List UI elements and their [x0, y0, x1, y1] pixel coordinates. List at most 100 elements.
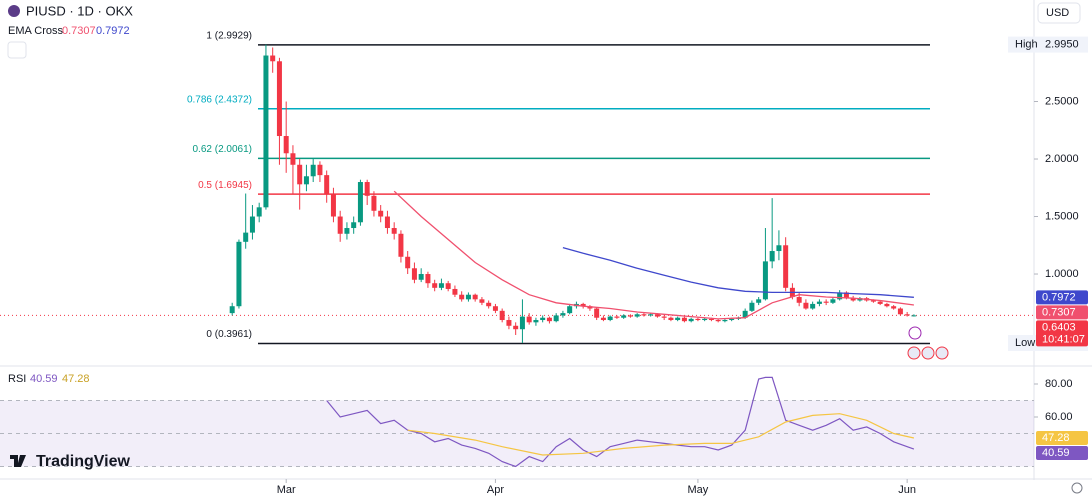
candle-body — [729, 318, 735, 321]
candle-body — [337, 216, 343, 234]
ema-badge: 0.7307 — [1042, 306, 1076, 318]
candle-body — [513, 325, 519, 330]
candle-body — [668, 317, 674, 321]
candle-body — [634, 314, 640, 317]
candle-body — [560, 313, 566, 316]
ema-badge: 0.7972 — [1042, 291, 1076, 303]
ema-legend-name: EMA Cross — [8, 25, 64, 37]
fib-label: 0.5 (1.6945) — [198, 180, 252, 191]
candle-body — [816, 301, 822, 304]
ema-legend-value: 0.7972 — [96, 25, 130, 37]
rsi-tick-label: 80.00 — [1045, 378, 1073, 390]
event-icon[interactable] — [935, 346, 949, 360]
candle-body — [756, 299, 762, 303]
x-tick-label: Mar — [277, 484, 296, 496]
x-tick-label: Jun — [898, 484, 916, 496]
candle-body — [843, 292, 849, 299]
candle-body — [378, 210, 384, 217]
candle-body — [708, 318, 714, 321]
x-tick-label: Apr — [487, 484, 504, 496]
candle-body — [391, 228, 397, 234]
candle-body — [276, 61, 282, 137]
rsi-badge: 47.28 — [1042, 432, 1070, 444]
candle-body — [823, 301, 829, 303]
candle-body — [519, 316, 525, 330]
candle-body — [749, 302, 755, 311]
candle-body — [594, 308, 600, 318]
candle-body — [776, 245, 782, 252]
candle-body — [249, 216, 255, 233]
candle-body — [904, 314, 910, 316]
candle-body — [256, 207, 262, 217]
ema-badge-bg — [1036, 305, 1088, 320]
candle-body — [783, 245, 789, 288]
candle-body — [803, 302, 809, 309]
fib-label: 1 (2.9929) — [206, 30, 252, 41]
candle-body — [243, 232, 249, 242]
candle-body — [648, 314, 654, 316]
y-tick-label: 1.5000 — [1045, 210, 1079, 222]
rsi-line — [326, 376, 915, 468]
candle-body — [526, 316, 532, 323]
candle-body — [317, 164, 323, 176]
candle-body — [310, 164, 316, 177]
candle-body — [911, 315, 917, 317]
candle-body — [492, 306, 498, 311]
collapse-button[interactable] — [7, 41, 27, 59]
candle-body — [715, 320, 721, 322]
candle-body — [641, 314, 647, 316]
candle-body — [283, 136, 289, 154]
candle-body — [438, 283, 444, 288]
fib-label: 0 (0.3961) — [206, 329, 252, 340]
candle-body — [580, 303, 586, 307]
plot-layer: 1 (2.9929) 0.786 (2.4372) 0.62 (2.0061) 0.5… — [0, 30, 1034, 468]
candle-body — [702, 318, 708, 321]
candle-body — [837, 292, 843, 300]
candle-body — [303, 176, 309, 185]
rsi-legend-value: 47.28 — [62, 373, 90, 385]
candle-body — [297, 164, 303, 185]
candle-body — [540, 317, 546, 321]
y-tick-label: 2.0000 — [1045, 153, 1079, 165]
event-icon[interactable] — [907, 346, 921, 360]
candle-body — [614, 316, 620, 318]
event-icon[interactable] — [921, 346, 935, 360]
candle-body — [675, 317, 681, 321]
symbol-title: PIUSD · 1D · OKX — [26, 3, 133, 18]
candle-body — [425, 274, 431, 284]
ema-legend-value: 0.7307 — [62, 25, 96, 37]
low-marker-name: Low — [1015, 337, 1035, 349]
y-tick-label: 2.5000 — [1045, 95, 1079, 107]
currency-label[interactable]: USD — [1046, 7, 1069, 19]
rsi-tick-label: 60.00 — [1045, 411, 1073, 423]
currency-box[interactable] — [1037, 2, 1081, 24]
brand-logo — [10, 455, 26, 467]
settings-icon[interactable] — [1071, 482, 1083, 494]
y-tick-label: 1.0000 — [1045, 268, 1079, 280]
candle-body — [371, 195, 377, 211]
last-price-badge: 0.6403 — [1042, 321, 1076, 333]
candle-body — [398, 233, 404, 257]
rsi-legend-name: RSI — [8, 373, 26, 385]
rsi-band — [0, 400, 1034, 467]
last-price-badge-bg — [1036, 320, 1088, 347]
rsi-badge-bg — [1036, 446, 1088, 461]
candle-body — [344, 228, 350, 234]
candle-body — [600, 317, 606, 321]
candle-body — [452, 288, 458, 295]
candle-body — [479, 299, 485, 303]
candle-body — [621, 315, 627, 318]
candle-body — [384, 216, 390, 229]
candle-body — [445, 283, 451, 289]
currency-button[interactable]: USD — [1037, 2, 1081, 24]
candle-body — [762, 261, 768, 300]
candle-body — [627, 315, 633, 317]
rsi-legend-value: 40.59 — [30, 373, 58, 385]
candle-body — [263, 55, 269, 208]
event-icon[interactable] — [908, 326, 922, 340]
rsi-badge-bg — [1036, 431, 1088, 446]
candle-body — [533, 320, 539, 323]
candle-body — [877, 301, 883, 304]
